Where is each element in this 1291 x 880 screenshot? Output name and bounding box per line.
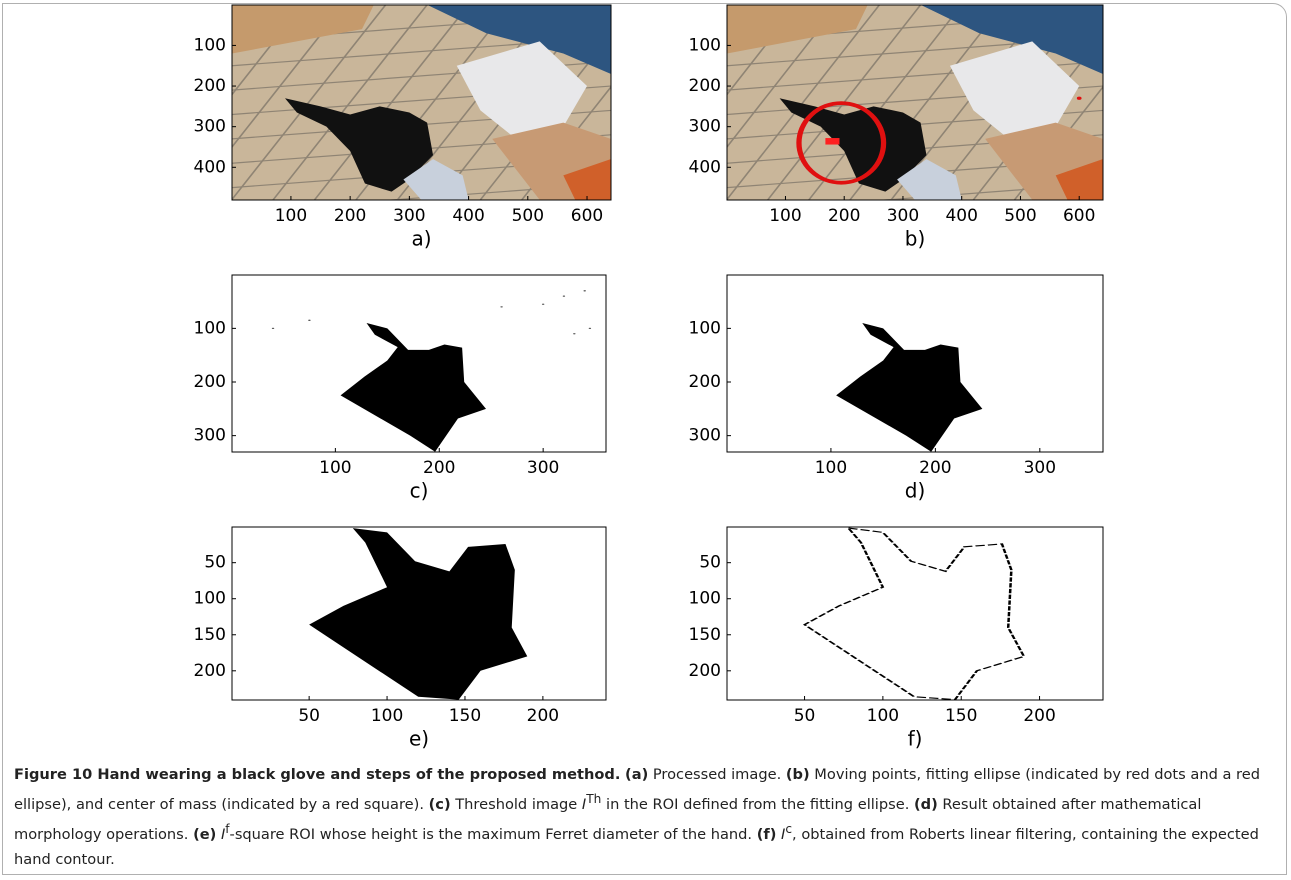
x-tick-label: 500 — [1004, 206, 1036, 226]
x-tick-label: 600 — [1063, 206, 1095, 226]
caption-text: Processed image. — [648, 766, 781, 783]
tile-line — [1261, 5, 1291, 200]
image-bg — [727, 527, 1103, 700]
panel-image — [232, 275, 606, 452]
caption-key: (f) — [757, 826, 777, 843]
x-tick-label: 300 — [527, 458, 559, 478]
caption-text: Th — [586, 792, 601, 806]
y-tick-label: 200 — [194, 661, 226, 681]
panel-label: c) — [410, 479, 429, 503]
x-tick-label: 200 — [828, 206, 860, 226]
x-tick-label: 400 — [452, 206, 484, 226]
x-tick-label: 500 — [512, 206, 544, 226]
noise — [500, 306, 502, 307]
y-tick-label: 100 — [689, 589, 721, 609]
caption-key: (b) — [786, 766, 810, 783]
noise — [589, 328, 591, 329]
x-tick-label: 200 — [919, 458, 951, 478]
y-tick-label: 50 — [699, 553, 721, 573]
y-tick-label: 200 — [689, 661, 721, 681]
caption-text: in the ROI defined from the fitting elli… — [601, 796, 909, 813]
x-tick-label: 150 — [449, 706, 481, 726]
tile-line — [24, 5, 178, 200]
caption-text: -square ROI whose height is the maximum … — [230, 826, 753, 843]
x-tick-label: 600 — [571, 206, 603, 226]
x-tick-label: 100 — [319, 458, 351, 478]
panel-image — [232, 527, 606, 700]
y-tick-label: 100 — [194, 35, 226, 55]
caption-text: Threshold image — [451, 796, 582, 813]
caption-key: (e) — [193, 826, 216, 843]
x-tick-label: 300 — [1024, 458, 1056, 478]
y-tick-label: 300 — [689, 117, 721, 137]
x-tick-label: 100 — [371, 706, 403, 726]
x-tick-label: 50 — [794, 706, 816, 726]
y-tick-label: 200 — [194, 372, 226, 392]
y-tick-label: 300 — [194, 426, 226, 446]
caption: Figure 10 Hand wearing a black glove and… — [14, 762, 1279, 872]
x-tick-label: 100 — [815, 458, 847, 478]
tile-line — [1097, 5, 1250, 200]
figure: 100 200 300 400 500 600 100 200 300 400 a) 100 200 30… — [0, 0, 1291, 760]
y-tick-label: 50 — [204, 553, 226, 573]
y-tick-label: 150 — [689, 625, 721, 645]
panel-label: d) — [905, 479, 926, 503]
y-tick-label: 150 — [194, 625, 226, 645]
x-tick-label: 100 — [769, 206, 801, 226]
x-tick-label: 400 — [945, 206, 977, 226]
caption-key: (a) — [625, 766, 648, 783]
x-tick-label: 200 — [334, 206, 366, 226]
x-tick-label: 200 — [527, 706, 559, 726]
page: 100 200 300 400 500 600 100 200 300 400 a) 100 200 30… — [0, 0, 1291, 880]
panel-label: e) — [409, 727, 429, 751]
caption-title: Figure 10 Hand wearing a black glove and… — [14, 766, 620, 783]
y-tick-label: 400 — [194, 157, 226, 177]
x-tick-label: 50 — [298, 706, 320, 726]
panel-image — [727, 527, 1103, 700]
y-tick-label: 100 — [194, 318, 226, 338]
noise — [583, 290, 585, 291]
y-tick-label: 100 — [689, 35, 721, 55]
tile-line — [0, 5, 137, 200]
x-tick-label: 200 — [423, 458, 455, 478]
x-tick-label: 100 — [275, 206, 307, 226]
y-tick-label: 100 — [689, 318, 721, 338]
panel-label: b) — [905, 227, 926, 251]
tile-line — [1179, 5, 1291, 200]
tile-line — [1220, 5, 1291, 200]
center-of-mass — [825, 138, 839, 145]
noise — [272, 328, 274, 329]
x-tick-label: 300 — [887, 206, 919, 226]
y-tick-label: 200 — [689, 372, 721, 392]
x-tick-label: 200 — [1023, 706, 1055, 726]
panel-label: f) — [908, 727, 923, 751]
y-tick-label: 300 — [194, 117, 226, 137]
x-tick-label: 100 — [867, 706, 899, 726]
x-tick-label: 300 — [393, 206, 425, 226]
y-tick-label: 200 — [194, 76, 226, 96]
noise — [573, 333, 575, 334]
noise — [308, 320, 310, 321]
x-tick-label: 150 — [945, 706, 977, 726]
caption-key: (c) — [429, 796, 451, 813]
tile-line — [1138, 5, 1291, 200]
y-tick-label: 100 — [194, 589, 226, 609]
y-tick-label: 400 — [689, 157, 721, 177]
panel-label: a) — [411, 227, 431, 251]
panel-image — [727, 275, 1103, 452]
y-tick-label: 300 — [689, 426, 721, 446]
caption-key: (d) — [914, 796, 938, 813]
noise — [563, 296, 565, 297]
y-tick-label: 200 — [689, 76, 721, 96]
moving-point — [1077, 97, 1082, 100]
noise — [542, 304, 544, 305]
